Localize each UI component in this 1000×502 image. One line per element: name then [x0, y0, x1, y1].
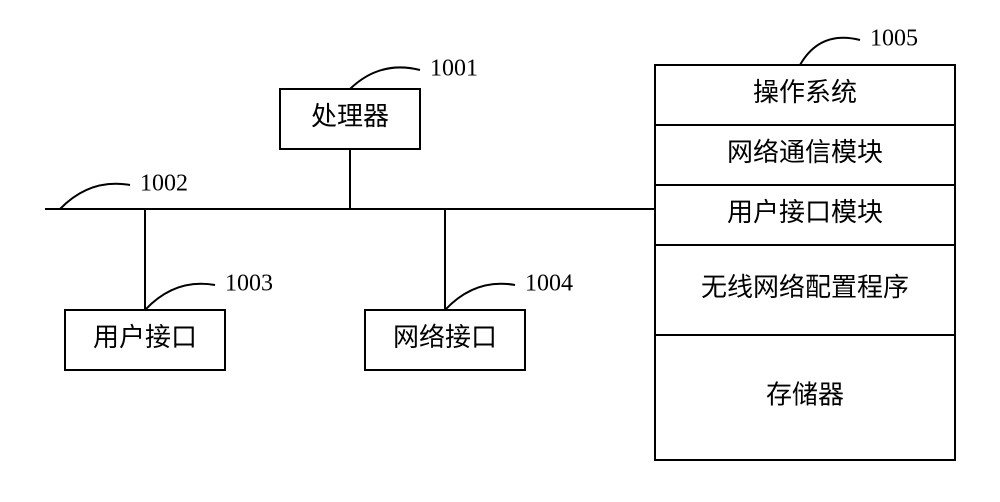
memory-label: 存储器 — [766, 380, 844, 409]
memory-row-0-label: 操作系统 — [753, 78, 857, 107]
leader-line — [350, 67, 420, 89]
user-interface-label: 用户接口 — [93, 323, 197, 352]
memory-row-3-label: 无线网络配置程序 — [701, 273, 909, 302]
leader-line — [145, 284, 215, 310]
leader-line — [800, 38, 860, 65]
processor-ref-num: 1001 — [430, 56, 478, 82]
user-interface-ref-num: 1003 — [225, 271, 273, 297]
network-interface-ref-num: 1004 — [525, 271, 573, 297]
memory-row-2-label: 用户接口模块 — [727, 198, 883, 227]
processor-label: 处理器 — [311, 102, 389, 131]
leader-line — [60, 184, 130, 209]
memory-ref-num: 1005 — [870, 26, 918, 52]
block-diagram: 1002 处理器 1001 用户接口 1003 网络接口 1004 操作系统网络通信模块用户接… — [0, 0, 1000, 502]
memory-row-1-label: 网络通信模块 — [727, 138, 883, 167]
network-interface-label: 网络接口 — [393, 323, 497, 352]
leader-line — [445, 284, 515, 310]
bus-ref-num: 1002 — [140, 171, 188, 197]
